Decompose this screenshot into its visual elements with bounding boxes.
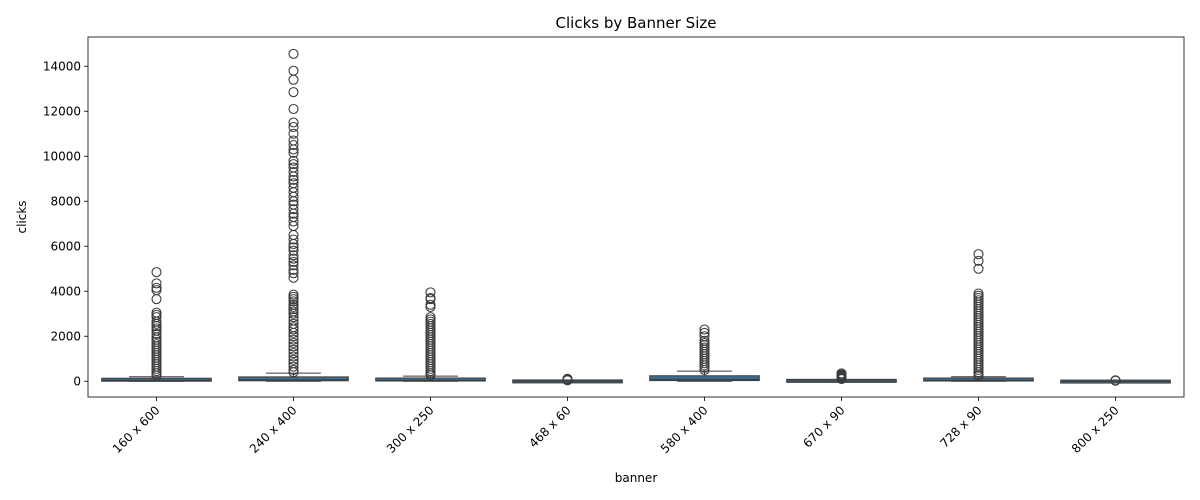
- outlier-point: [288, 234, 299, 245]
- outlier-point: [288, 196, 299, 207]
- outlier-point: [425, 370, 436, 381]
- outlier-point: [288, 147, 299, 158]
- outlier-point: [1110, 375, 1121, 386]
- x-tick-label: 580 x 400: [658, 403, 711, 456]
- y-axis-label: clicks: [15, 200, 29, 233]
- outlier-point: [288, 166, 299, 178]
- outlier-point: [288, 250, 299, 261]
- outlier-point: [425, 287, 436, 298]
- outlier-point: [288, 308, 299, 319]
- y-tick-label: 8000: [50, 194, 81, 208]
- y-tick-label: 12000: [43, 104, 81, 118]
- x-tick-label: 800 x 250: [1069, 403, 1122, 456]
- chart-title: Clicks by Banner Size: [556, 14, 717, 32]
- y-tick-label: 0: [73, 374, 81, 388]
- outlier-point: [288, 272, 299, 283]
- outlier-point: [288, 264, 299, 275]
- outlier-point: [288, 331, 299, 342]
- outlier-point: [288, 354, 299, 365]
- y-tick-label: 6000: [50, 239, 81, 253]
- outlier-point: [288, 242, 299, 253]
- outlier-point: [699, 324, 710, 335]
- outlier-point: [288, 327, 299, 338]
- outlier-point: [288, 48, 299, 59]
- plot-area: 0 2000 4000 6000 8000 10000 12000 14000 160 x 60…: [43, 36, 1185, 456]
- outlier-point: [288, 367, 299, 378]
- outlier-point: [288, 65, 299, 76]
- outlier-point: [151, 370, 162, 381]
- outlier-point: [288, 191, 299, 202]
- outlier-point: [425, 294, 436, 305]
- x-axis-label: banner: [615, 471, 658, 485]
- outlier-point: [288, 103, 299, 115]
- outlier-point: [973, 263, 984, 274]
- outlier-point: [836, 374, 847, 385]
- outlier-point: [288, 341, 299, 352]
- outlier-point: [288, 253, 299, 264]
- x-tick-label: 300 x 250: [384, 403, 437, 456]
- outlier-point: [288, 296, 299, 307]
- outlier-point: [288, 344, 299, 355]
- outlier-point: [699, 364, 710, 376]
- box-4: [649, 375, 760, 382]
- outlier-point: [288, 139, 299, 151]
- outlier-point: [288, 361, 299, 372]
- y-tick-label: 2000: [50, 329, 81, 343]
- outlier-point: [288, 155, 299, 166]
- outlier-point: [288, 128, 299, 139]
- outlier-point: [288, 117, 299, 128]
- outlier-point: [288, 351, 299, 362]
- outlier-point: [288, 337, 299, 349]
- outlier-point: [288, 238, 299, 250]
- outlier-point: [151, 294, 162, 305]
- outlier-point: [288, 74, 299, 85]
- outlier-point: [973, 370, 984, 381]
- outlier-point: [151, 278, 162, 289]
- outlier-point: [973, 249, 984, 260]
- outlier-point: [151, 285, 162, 296]
- outlier-point: [288, 260, 299, 271]
- x-tick-label: 240 x 400: [247, 403, 300, 456]
- outlier-point: [288, 87, 299, 98]
- outlier-point: [425, 299, 436, 310]
- outlier-point: [699, 327, 710, 338]
- outlier-point: [288, 324, 299, 335]
- outlier-point: [288, 348, 299, 359]
- outlier-point: [288, 121, 299, 133]
- outlier-point: [288, 159, 299, 170]
- outlier-point: [151, 267, 162, 278]
- outlier-point: [288, 268, 299, 279]
- x-tick-label: 728 x 90: [937, 403, 984, 450]
- outlier-point: [288, 256, 299, 268]
- outlier-point: [288, 204, 299, 215]
- outlier-point: [288, 334, 299, 345]
- outlier-point: [288, 208, 299, 219]
- outlier-point: [562, 375, 573, 386]
- x-tick-label: 670 x 90: [800, 403, 847, 450]
- outlier-point: [288, 312, 299, 323]
- y-tick-label: 4000: [50, 284, 81, 298]
- outlier-point: [151, 328, 162, 340]
- outlier-point: [288, 171, 299, 182]
- outlier-point: [288, 174, 299, 185]
- outlier-point: [425, 301, 436, 313]
- outlier-point: [288, 216, 299, 227]
- x-tick-label: 468 x 60: [526, 403, 573, 450]
- y-tick-label: 10000: [43, 149, 81, 163]
- x-tick-label: 160 x 600: [110, 403, 163, 456]
- outlier-point: [288, 144, 299, 155]
- outlier-point: [288, 245, 299, 256]
- axes-frame: [87, 36, 1185, 398]
- y-tick-label: 14000: [43, 59, 81, 73]
- outlier-point: [973, 255, 984, 266]
